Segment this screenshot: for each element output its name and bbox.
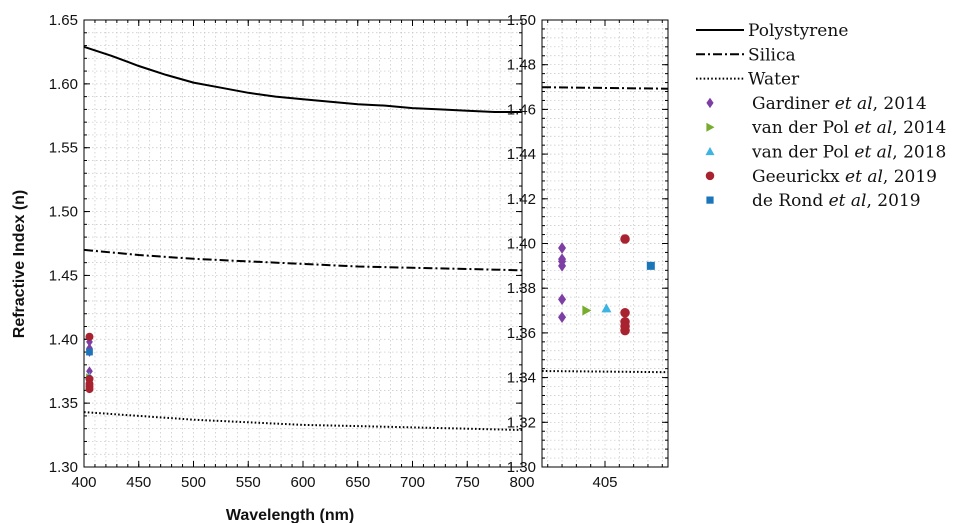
- main-y-tick-label: 1.45: [49, 267, 78, 284]
- main-series-silica: [83, 248, 523, 272]
- legend-marker-gardiner-et-al-2014: [706, 97, 714, 109]
- main-panel: 1.30 1.35 1.40 1.45 1.50 1.55 1.60 1.65 400 450 50…: [49, 12, 535, 491]
- zoom-y-tick-label: 1.32: [507, 414, 536, 431]
- zoom-y-tick-label: 1.40: [507, 236, 536, 253]
- main-point-gardiner-et-al-2014: [86, 366, 93, 377]
- zoom-point-de-rond-et-al-2019: [646, 261, 655, 270]
- main-x-tick-label: 800: [509, 474, 534, 491]
- zoom-point-geeurickx-et-al-2019: [620, 325, 630, 336]
- legend-label-de-rond-et-al-2019: de Rond et al, 2019: [752, 191, 921, 211]
- legend-label-part: et al: [835, 94, 873, 114]
- legend-label-part: Water: [748, 70, 800, 90]
- main-ticks: [83, 19, 523, 468]
- zoom-y-tick-label: 1.38: [507, 280, 536, 297]
- zoom-point-van-der-pol-et-al-2014: [582, 305, 592, 316]
- main-x-tick-label: 700: [400, 474, 425, 491]
- main-y-tick-label: 1.50: [49, 204, 78, 221]
- legend-label-part: , 2014: [873, 94, 927, 114]
- main-grid: [83, 19, 523, 468]
- zoom-series-silica: [541, 86, 669, 90]
- legend-label-part: , 2019: [867, 191, 921, 211]
- main-x-tick-label: 750: [455, 474, 480, 491]
- main-x-tick-label: 600: [290, 474, 315, 491]
- zoom-y-tick-label: 1.48: [507, 57, 536, 74]
- zoom-x-tick-label: 405: [592, 474, 617, 491]
- main-point-de-rond-et-al-2019: [86, 348, 93, 356]
- zoom-panel: 1.30 1.32 1.34 1.36 1.38 1.40 1.42 1.44 1.46 1.48…: [507, 12, 669, 491]
- legend-label-van-der-pol-et-al-2014: van der Pol et al, 2014: [751, 118, 946, 138]
- main-series-water: [83, 411, 523, 431]
- main-point-geeurickx-et-al-2019: [85, 385, 94, 394]
- legend-label-part: et al: [845, 167, 883, 187]
- zoom-y-tick-label: 1.50: [507, 12, 536, 29]
- main-x-tick-label: 400: [71, 474, 96, 491]
- main-y-tick-label: 1.55: [49, 140, 78, 157]
- legend-label-geeurickx-et-al-2019: Geeurickx et al, 2019: [752, 167, 937, 187]
- legend-label-gardiner-et-al-2014: Gardiner et al, 2014: [752, 94, 927, 114]
- main-y-tick-label: 1.35: [49, 395, 78, 412]
- legend-label-water: Water: [748, 70, 800, 90]
- legend-label-silica: Silica: [748, 45, 796, 65]
- main-y-tick-label: 1.60: [49, 76, 78, 93]
- legend-label-polystyrene: Polystyrene: [748, 21, 848, 41]
- legend-label-part: , 2014: [892, 118, 946, 138]
- zoom-point-gardiner-et-al-2014: [558, 242, 567, 254]
- main-x-tick-label: 500: [181, 474, 206, 491]
- main-y-tick-label: 1.40: [49, 331, 78, 348]
- legend-label-part: et al: [854, 143, 892, 163]
- zoom-point-gardiner-et-al-2014: [558, 293, 567, 306]
- main-plot-area: [84, 20, 522, 467]
- zoom-grid: [542, 19, 668, 468]
- legend-marker-de-rond-et-al-2019: [706, 196, 714, 204]
- legend-label-part: et al: [854, 118, 892, 138]
- legend-marker-van-der-pol-et-al-2014: [706, 122, 715, 132]
- legend-label-part: van der Pol: [751, 143, 854, 163]
- legend-marker-geeurickx-et-al-2019: [705, 171, 715, 181]
- zoom-point-geeurickx-et-al-2019: [620, 234, 630, 244]
- legend-label-part: , 2019: [883, 167, 937, 187]
- zoom-y-tick-label: 1.36: [507, 325, 536, 342]
- legend-label-part: Geeurickx: [752, 167, 845, 187]
- main-point-geeurickx-et-al-2019: [85, 332, 94, 341]
- legend-label-van-der-pol-et-al-2018: van der Pol et al, 2018: [751, 143, 946, 163]
- zoom-y-tick-label: 1.34: [507, 370, 536, 387]
- legend-label-part: de Rond: [752, 191, 829, 211]
- main-y-tick-label: 1.30: [49, 459, 78, 476]
- x-axis-title: Wavelength (nm): [226, 507, 354, 523]
- legend-label-part: et al: [829, 191, 867, 211]
- main-series-polystyrene: [83, 45, 522, 113]
- main-y-tick-label: 1.65: [49, 12, 78, 29]
- main-x-tick-label: 450: [126, 474, 151, 491]
- legend-label-part: , 2018: [892, 143, 946, 163]
- zoom-ticks: [542, 19, 668, 468]
- zoom-point-gardiner-et-al-2014: [558, 255, 567, 268]
- y-axis-title: Refractive Index (n): [11, 190, 28, 338]
- main-x-tick-label: 550: [236, 474, 261, 491]
- zoom-point-gardiner-et-al-2014: [558, 311, 567, 324]
- main-x-tick-label: 650: [345, 474, 370, 491]
- zoom-y-tick-label: 1.44: [507, 146, 536, 163]
- legend-label-part: Polystyrene: [748, 21, 848, 41]
- zoom-y-tick-label: 1.46: [507, 101, 536, 118]
- zoom-y-tick-label: 1.42: [507, 191, 536, 208]
- zoom-y-tick-label: 1.30: [507, 459, 536, 476]
- legend-label-part: van der Pol: [751, 118, 854, 138]
- zoom-point-geeurickx-et-al-2019: [620, 308, 630, 318]
- zoom-point-van-der-pol-et-al-2018: [601, 303, 612, 313]
- legend-label-part: Gardiner: [752, 94, 835, 114]
- legend-label-part: Silica: [748, 45, 796, 65]
- legend-marker-van-der-pol-et-al-2018: [705, 147, 715, 156]
